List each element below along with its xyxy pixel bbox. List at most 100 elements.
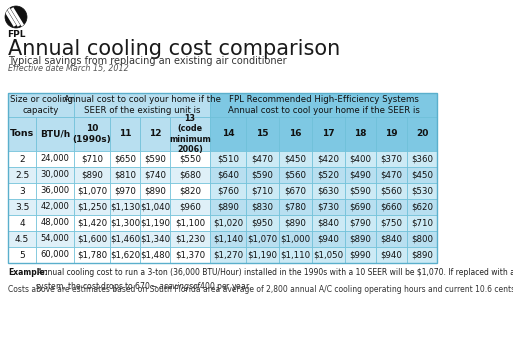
Text: $780: $780 bbox=[285, 203, 306, 211]
Text: $890: $890 bbox=[349, 235, 371, 243]
Circle shape bbox=[5, 6, 27, 28]
Text: $960: $960 bbox=[179, 203, 201, 211]
Bar bbox=[407, 199, 437, 215]
Bar bbox=[279, 199, 312, 215]
Bar bbox=[36, 183, 74, 199]
Bar bbox=[140, 247, 170, 263]
Bar bbox=[376, 199, 407, 215]
Text: $590: $590 bbox=[144, 154, 166, 163]
Text: 2: 2 bbox=[19, 154, 25, 163]
Bar bbox=[36, 167, 74, 183]
Text: $590: $590 bbox=[349, 187, 371, 195]
Bar bbox=[74, 183, 110, 199]
Text: $590: $590 bbox=[251, 170, 273, 179]
Text: Costs above are estimates based on South Florida area average of 2,800 annual A/: Costs above are estimates based on South… bbox=[8, 285, 513, 294]
Text: 17: 17 bbox=[322, 130, 335, 138]
Text: $1,780: $1,780 bbox=[77, 251, 107, 260]
Text: 14: 14 bbox=[222, 130, 234, 138]
Text: 5: 5 bbox=[19, 251, 25, 260]
Bar bbox=[345, 199, 376, 215]
Text: $950: $950 bbox=[251, 219, 273, 227]
Text: $690: $690 bbox=[349, 203, 371, 211]
Bar bbox=[8, 93, 437, 263]
Bar bbox=[170, 199, 210, 215]
Bar bbox=[345, 167, 376, 183]
Text: $890: $890 bbox=[144, 187, 166, 195]
Bar bbox=[279, 231, 312, 247]
Bar bbox=[407, 117, 437, 151]
Bar bbox=[36, 231, 74, 247]
Bar bbox=[140, 183, 170, 199]
Bar bbox=[345, 215, 376, 231]
Text: 42,000: 42,000 bbox=[41, 203, 69, 211]
Text: $940: $940 bbox=[318, 235, 340, 243]
Text: $630: $630 bbox=[318, 187, 340, 195]
Text: $450: $450 bbox=[285, 154, 306, 163]
Bar bbox=[376, 231, 407, 247]
Text: $1,070: $1,070 bbox=[247, 235, 278, 243]
Bar bbox=[407, 167, 437, 183]
Bar bbox=[376, 117, 407, 151]
Text: $1,050: $1,050 bbox=[313, 251, 344, 260]
Text: 54,000: 54,000 bbox=[41, 235, 69, 243]
Text: $890: $890 bbox=[285, 219, 306, 227]
Bar bbox=[36, 215, 74, 231]
Text: $530: $530 bbox=[411, 187, 433, 195]
Bar bbox=[74, 151, 110, 167]
Bar bbox=[312, 151, 345, 167]
Text: $1,130: $1,130 bbox=[110, 203, 140, 211]
Text: Typical savings from replacing an existing air conditioner: Typical savings from replacing an existi… bbox=[8, 56, 287, 66]
Text: Annual cost to cool your home if the
SEER of the existing unit is: Annual cost to cool your home if the SEE… bbox=[64, 95, 221, 115]
Text: 4.5: 4.5 bbox=[15, 235, 29, 243]
Text: $1,100: $1,100 bbox=[175, 219, 205, 227]
Bar bbox=[210, 167, 246, 183]
Text: $1,190: $1,190 bbox=[247, 251, 278, 260]
Text: $1,190: $1,190 bbox=[140, 219, 170, 227]
Text: $890: $890 bbox=[411, 251, 433, 260]
Bar bbox=[36, 151, 74, 167]
Text: 11: 11 bbox=[119, 130, 131, 138]
Text: 2.5: 2.5 bbox=[15, 170, 29, 179]
Bar bbox=[110, 231, 140, 247]
Text: $640: $640 bbox=[217, 170, 239, 179]
Bar bbox=[74, 117, 110, 151]
Bar bbox=[376, 167, 407, 183]
Bar bbox=[246, 215, 279, 231]
Text: $470: $470 bbox=[381, 170, 403, 179]
Text: $730: $730 bbox=[318, 203, 340, 211]
Text: 3: 3 bbox=[19, 187, 25, 195]
Bar bbox=[279, 247, 312, 263]
Text: Tons: Tons bbox=[10, 130, 34, 138]
Bar bbox=[312, 117, 345, 151]
Text: $1,110: $1,110 bbox=[281, 251, 310, 260]
Bar bbox=[345, 117, 376, 151]
Bar bbox=[170, 167, 210, 183]
Text: Effective date March 15, 2012: Effective date March 15, 2012 bbox=[8, 64, 129, 73]
Bar bbox=[279, 117, 312, 151]
Text: 12: 12 bbox=[149, 130, 161, 138]
Text: $450: $450 bbox=[411, 170, 433, 179]
Text: $890: $890 bbox=[81, 170, 103, 179]
Bar bbox=[170, 151, 210, 167]
Bar bbox=[246, 199, 279, 215]
Bar bbox=[210, 215, 246, 231]
Text: $840: $840 bbox=[318, 219, 340, 227]
Text: $740: $740 bbox=[144, 170, 166, 179]
Text: $670: $670 bbox=[285, 187, 306, 195]
Text: 18: 18 bbox=[354, 130, 367, 138]
Text: $560: $560 bbox=[285, 170, 306, 179]
Bar bbox=[110, 117, 140, 151]
Text: 3.5: 3.5 bbox=[15, 203, 29, 211]
Bar bbox=[8, 151, 36, 167]
Text: 15: 15 bbox=[256, 130, 269, 138]
Text: 4: 4 bbox=[19, 219, 25, 227]
Text: $1,230: $1,230 bbox=[175, 235, 205, 243]
Text: 60,000: 60,000 bbox=[41, 251, 69, 260]
Text: Size or cooling
capacity: Size or cooling capacity bbox=[10, 95, 72, 115]
Text: $420: $420 bbox=[318, 154, 340, 163]
Bar bbox=[140, 151, 170, 167]
Bar bbox=[110, 247, 140, 263]
Text: $1,070: $1,070 bbox=[77, 187, 107, 195]
Bar bbox=[345, 183, 376, 199]
Text: BTU/h: BTU/h bbox=[40, 130, 70, 138]
